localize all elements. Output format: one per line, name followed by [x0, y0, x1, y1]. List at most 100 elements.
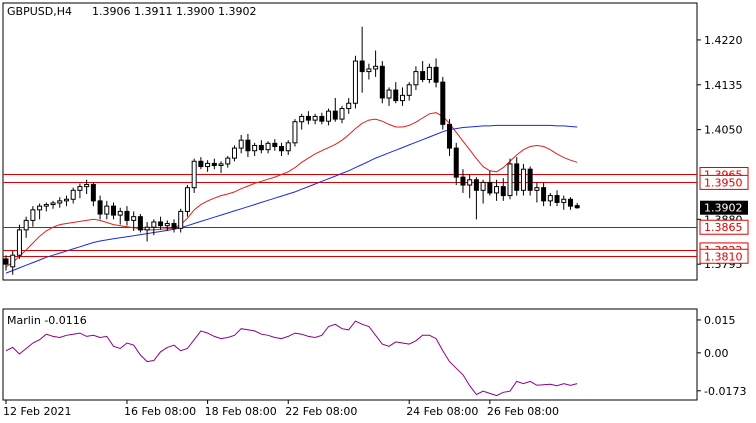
candle [198, 157, 204, 170]
candle [500, 178, 506, 201]
candle [332, 97, 338, 122]
candle [111, 202, 117, 220]
candle [84, 179, 90, 194]
candle [124, 206, 130, 226]
candle [473, 177, 479, 220]
price-tick-label: 1.4135 [704, 79, 743, 92]
candle [70, 187, 76, 204]
candle [447, 119, 453, 157]
marlin-tick-label: -0.0173 [704, 385, 746, 398]
price-panel[interactable] [2, 2, 698, 281]
candle [312, 113, 318, 125]
candle [137, 214, 143, 233]
candle [379, 61, 385, 104]
candle [373, 50, 379, 77]
level-label-text: 1.3865 [704, 221, 743, 234]
candle [433, 58, 439, 88]
current-price-box [700, 200, 748, 215]
candle [158, 216, 164, 230]
candle [547, 192, 553, 207]
candle [480, 179, 486, 204]
candle [554, 190, 560, 207]
candle [151, 219, 157, 236]
candle [23, 216, 29, 238]
candle [440, 76, 446, 130]
candle [285, 140, 291, 155]
candle [238, 134, 244, 154]
horizontal-levels [3, 174, 697, 257]
candle [178, 208, 184, 233]
candle [467, 174, 473, 199]
candle [339, 105, 345, 124]
candle [272, 139, 278, 151]
candle [292, 119, 298, 147]
time-tick-label: 12 Feb 2021 [3, 405, 71, 418]
candle [97, 195, 103, 220]
candle [171, 219, 177, 233]
candle [57, 197, 63, 208]
chart-symbol-label: GBPUSD,H4 [7, 5, 72, 18]
candle [541, 182, 547, 207]
candle [191, 158, 197, 193]
candle [144, 221, 150, 242]
marlin-label: Marlin -0.0116 [7, 314, 87, 327]
candle [10, 250, 16, 275]
current-price-text: 1.3902 [704, 202, 743, 215]
candle [279, 142, 285, 157]
chart-ohlc-values: 1.3906 1.3911 1.3900 1.3902 [92, 5, 256, 18]
marlin-tick-label: 0.015 [704, 314, 736, 327]
indicator-line-1 [5, 124, 578, 274]
candle [520, 163, 526, 196]
moving-averages [5, 112, 578, 274]
candle [164, 220, 170, 231]
candle [386, 87, 392, 106]
candle [3, 255, 9, 271]
candle [30, 206, 36, 227]
candle [90, 182, 96, 207]
marlin-panel[interactable] [2, 308, 698, 401]
candle [218, 161, 224, 173]
candle [211, 158, 217, 170]
candle [258, 140, 264, 154]
candle [413, 66, 419, 91]
candle [534, 182, 540, 203]
time-tick-label: 16 Feb 08:00 [124, 405, 196, 418]
candle [37, 203, 43, 220]
marlin-oscillator [5, 320, 578, 397]
level-label-box [699, 248, 749, 264]
candle [507, 158, 513, 200]
candle [352, 55, 358, 109]
time-tick-label: 18 Feb 08:00 [205, 405, 277, 418]
candle [63, 195, 69, 207]
candle [319, 112, 325, 125]
candle [205, 160, 211, 172]
candle [366, 63, 372, 80]
candle [231, 145, 237, 162]
level-label-box [699, 219, 749, 235]
candlesticks [3, 26, 580, 275]
level-label-text: 1.3950 [704, 176, 743, 189]
candle [104, 200, 110, 220]
time-tick-label: 24 Feb 08:00 [406, 405, 478, 418]
candle [50, 200, 56, 209]
candle [117, 207, 123, 225]
candle [393, 82, 399, 104]
indicator-line-0 [5, 112, 578, 268]
marlin-tick-label: 0.00 [704, 347, 729, 360]
level-label-box [699, 174, 749, 190]
candle [77, 183, 83, 199]
candle [514, 157, 520, 196]
candle [561, 195, 567, 210]
candle [326, 108, 332, 126]
candle [265, 141, 271, 154]
marlin-axis: 0.015 0.00 -0.0173 [697, 314, 746, 398]
candle [420, 61, 426, 83]
candle [406, 82, 412, 101]
candle [299, 113, 305, 130]
candle [527, 166, 533, 196]
candle [453, 142, 459, 186]
candle [567, 197, 573, 210]
